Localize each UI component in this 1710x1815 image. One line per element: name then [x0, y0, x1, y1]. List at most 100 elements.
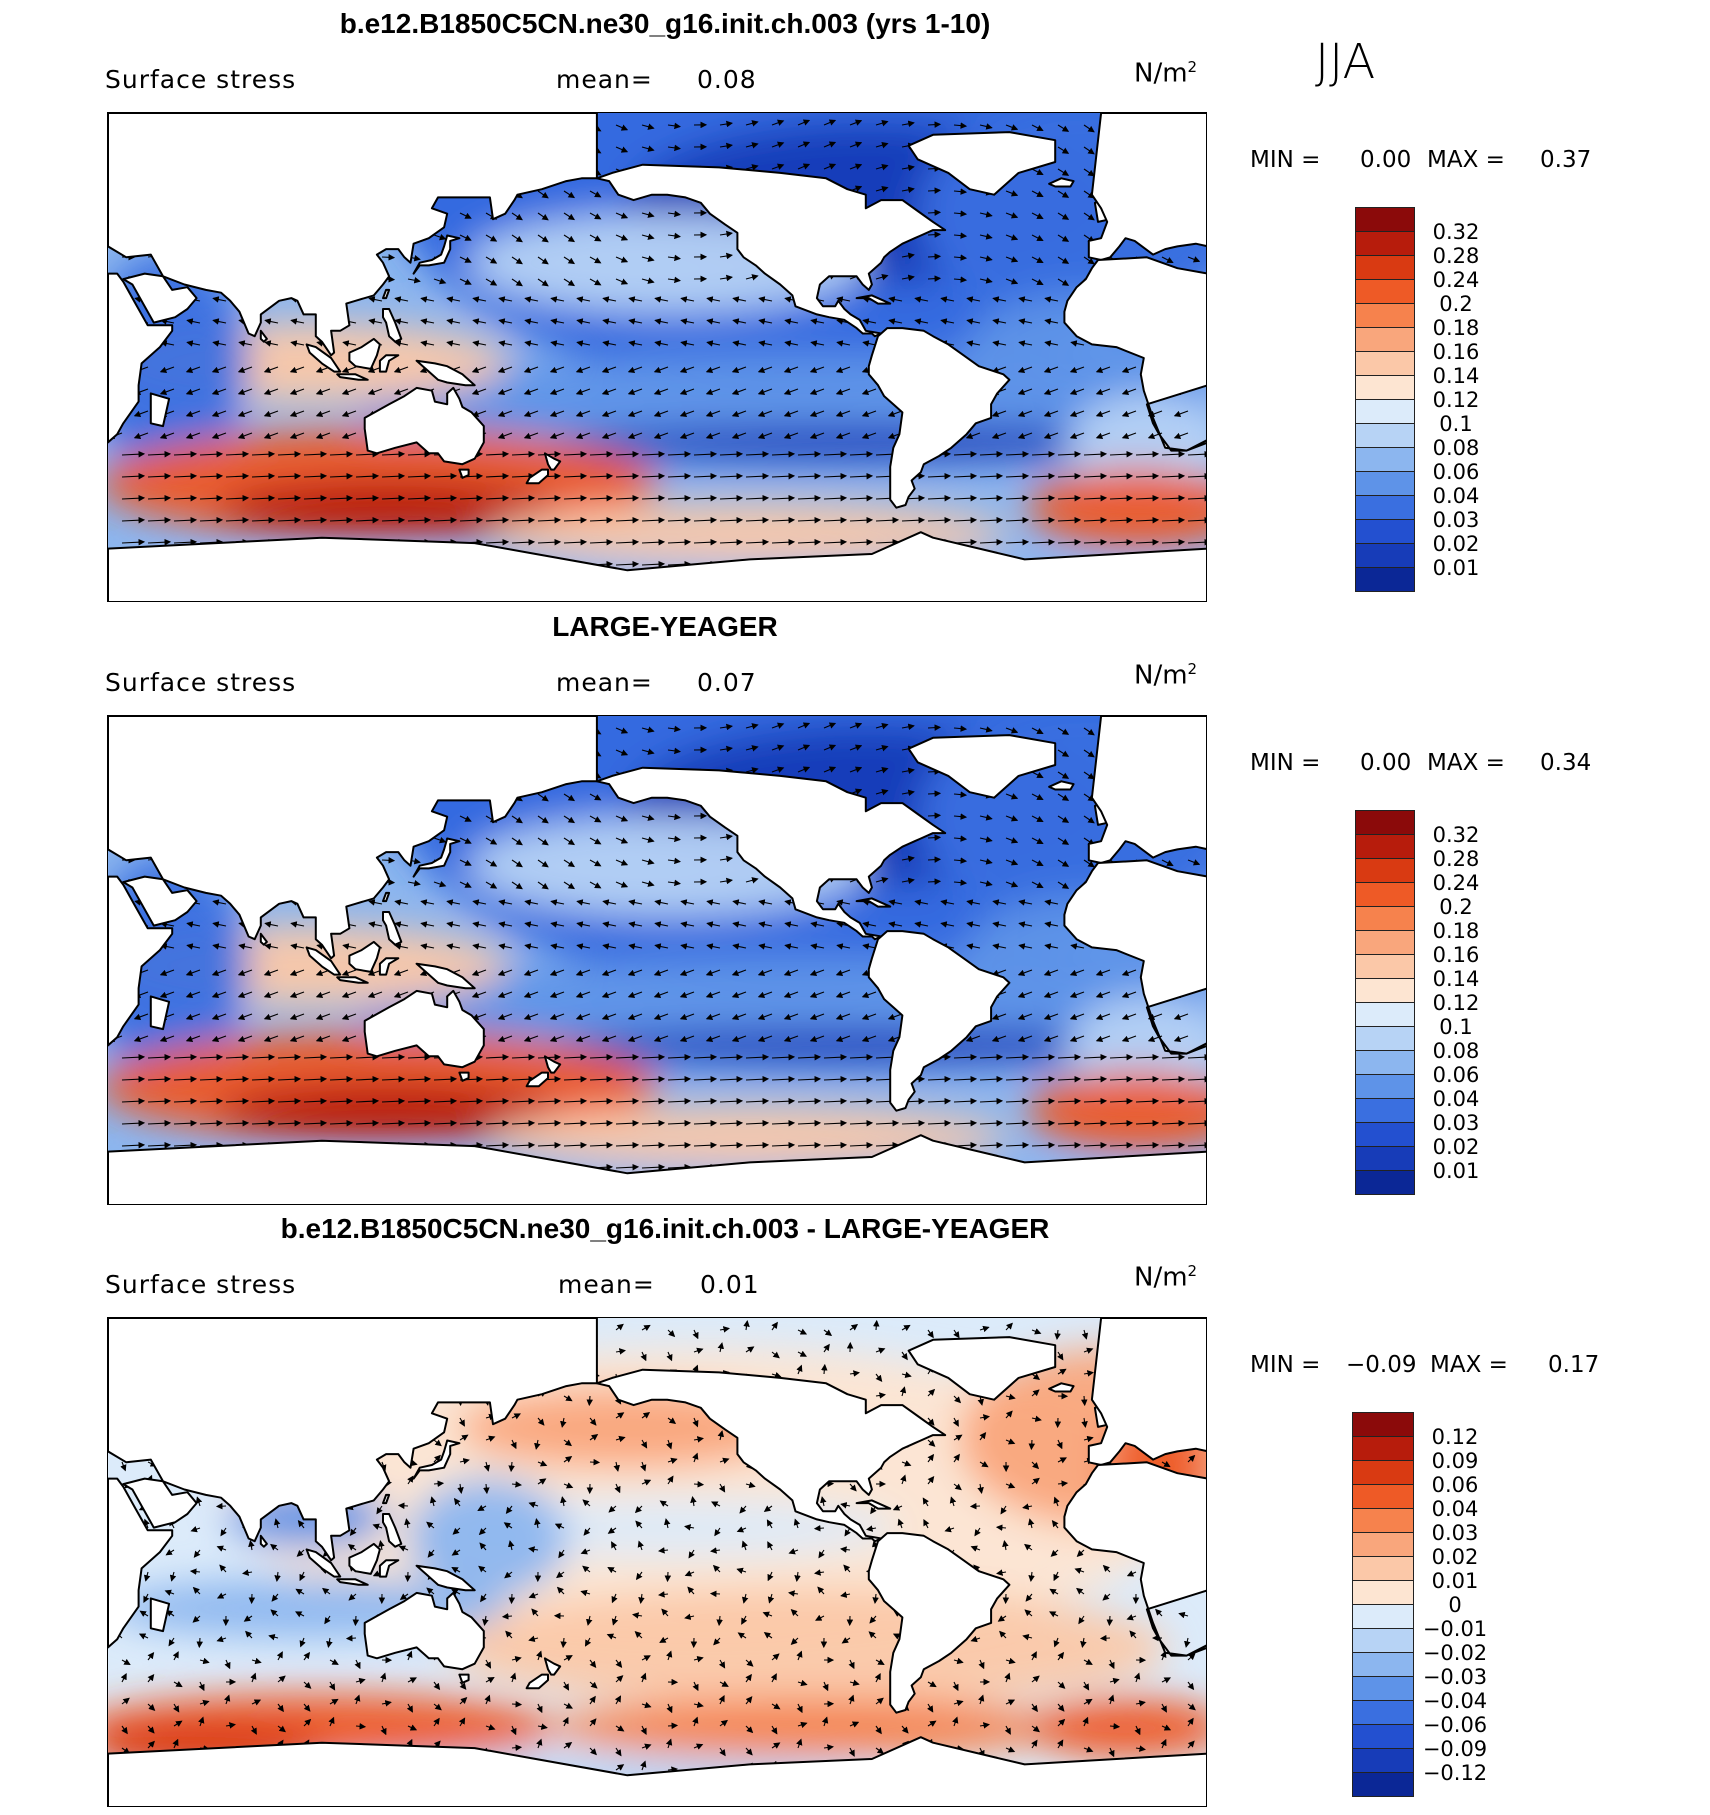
colorbar-swatch — [1352, 1556, 1414, 1581]
panel-2-max-value: 0.34 — [1540, 750, 1592, 776]
colorbar-label: 0.02 — [1432, 1135, 1480, 1159]
colorbar-label: 0.12 — [1431, 1425, 1479, 1449]
panel-2-units: N/m2 — [1134, 660, 1198, 691]
colorbar-label: −0.03 — [1422, 1665, 1488, 1689]
panel-1-variable-label: Surface stress — [105, 65, 297, 94]
landmass-madagascar — [149, 392, 171, 428]
colorbar-label: 0.2 — [1439, 292, 1473, 316]
landmass-north-america — [595, 163, 947, 338]
landmass-eurasia — [108, 1318, 598, 1562]
colorbar-label: 0.09 — [1431, 1449, 1479, 1473]
colorbar-label: 0.28 — [1432, 244, 1480, 268]
colorbar-label: 0.16 — [1432, 943, 1480, 967]
colorbar-label: 0.2 — [1439, 895, 1473, 919]
panel-2-title: LARGE-YEAGER — [552, 611, 778, 642]
colorbar-swatch — [1355, 906, 1415, 931]
colorbar-label: 0.24 — [1432, 871, 1480, 895]
landmass-taiwan — [382, 891, 391, 903]
landmass-nw-africa — [1063, 859, 1206, 1055]
colorbar-label: −0.02 — [1422, 1641, 1488, 1665]
colorbar-label: 0.12 — [1432, 388, 1480, 412]
colorbar-label: 0.03 — [1432, 508, 1480, 532]
landmass-japan — [412, 837, 461, 878]
colorbar-swatch — [1355, 423, 1415, 448]
landmass-tasmania — [458, 1673, 470, 1684]
landmass-sulawesi — [378, 957, 400, 976]
landmass-sumatra — [305, 343, 342, 373]
panel-3-max-value: 0.17 — [1548, 1352, 1600, 1378]
landmass-europe-west — [1087, 113, 1206, 261]
panel-1-mean-label: mean= — [556, 65, 653, 94]
colorbar-swatch — [1355, 279, 1415, 304]
colorbar-label: 0.08 — [1432, 1039, 1480, 1063]
panel-1-colorbar: 0.32 0.28 0.24 0.2 0.18 0.16 0.14 0.12 0.1 0.08 0.… — [1355, 207, 1505, 593]
colorbar-swatch — [1355, 882, 1415, 907]
panel-3-map — [107, 1317, 1207, 1807]
landmass-tasmania — [458, 1071, 470, 1082]
landmass-java — [336, 976, 369, 984]
colorbar-label: 0.02 — [1432, 532, 1480, 556]
colorbar-label: 0.04 — [1431, 1497, 1479, 1521]
landmass-antarctica — [108, 531, 1206, 601]
panel-2-min-label: MIN = — [1250, 750, 1321, 776]
colorbar-label: 0.12 — [1432, 991, 1480, 1015]
season-label: JJA — [1315, 34, 1376, 90]
landmass-cuba — [855, 294, 892, 305]
panel-1-max-label: MAX = — [1427, 147, 1505, 173]
landmass-sulawesi — [378, 1559, 400, 1578]
colorbar-swatch — [1355, 375, 1415, 400]
panel-1-title: b.e12.B1850C5CN.ne30_g16.init.ch.003 (yr… — [339, 8, 991, 39]
landmass-africa — [108, 1477, 174, 1649]
land-masses — [108, 1318, 1206, 1806]
landmass-nz-south — [525, 468, 549, 485]
landmass-philippines — [382, 911, 403, 946]
colorbar-label: 0.01 — [1432, 556, 1480, 580]
colorbar-swatch — [1355, 1026, 1415, 1051]
colorbar-swatch — [1355, 1098, 1415, 1123]
colorbar-label: 0.18 — [1432, 316, 1480, 340]
landmass-madagascar — [149, 1597, 171, 1633]
colorbar-swatch — [1352, 1652, 1414, 1677]
colorbar-swatch — [1355, 519, 1415, 544]
colorbar-swatch — [1352, 1508, 1414, 1533]
colorbar-label: 0.04 — [1432, 484, 1480, 508]
panel-2-colorbar: 0.32 0.28 0.24 0.2 0.18 0.16 0.14 0.12 0.1 0.08 0.… — [1355, 810, 1505, 1196]
panel-3-title: b.e12.B1850C5CN.ne30_g16.init.ch.003 - L… — [280, 1213, 1050, 1244]
colorbar-swatch — [1355, 834, 1415, 859]
colorbar-swatch — [1355, 495, 1415, 520]
colorbar-swatch — [1352, 1532, 1414, 1557]
colorbar-label: 0.32 — [1432, 220, 1480, 244]
colorbar-swatch — [1352, 1628, 1414, 1653]
panel-1-units: N/m2 — [1134, 58, 1198, 89]
landmass-philippines — [382, 1513, 403, 1548]
landmass-nz-north — [543, 1055, 562, 1074]
colorbar-swatch — [1355, 954, 1415, 979]
colorbar-swatch — [1355, 351, 1415, 376]
landmass-borneo — [348, 1542, 381, 1575]
panel-3-colorbar: 0.12 0.09 0.06 0.04 0.03 0.02 0.01 0 −0.01 −0.02−… — [1352, 1412, 1502, 1798]
landmass-borneo — [348, 940, 381, 973]
landmass-greenland — [907, 1336, 1057, 1401]
colorbar-swatch — [1355, 399, 1415, 424]
landmass-south-america — [867, 930, 1011, 1112]
colorbar-label: 0.04 — [1432, 1087, 1480, 1111]
landmass-nz-north — [543, 452, 562, 471]
colorbar-swatch — [1352, 1580, 1414, 1605]
colorbar-label: 0.06 — [1432, 1063, 1480, 1087]
colorbar-label: −0.06 — [1422, 1713, 1488, 1737]
colorbar-swatch — [1355, 543, 1415, 568]
colorbar-label: 0.18 — [1432, 919, 1480, 943]
colorbar-label: −0.01 — [1422, 1617, 1488, 1641]
landmass-arabia — [122, 875, 198, 927]
colorbar-label: 0.06 — [1432, 460, 1480, 484]
panel-1-min-label: MIN = — [1250, 147, 1321, 173]
landmass-java — [336, 373, 369, 381]
colorbar-swatch — [1352, 1460, 1414, 1485]
landmass-europe-west — [1087, 1318, 1206, 1466]
landmass-sulawesi — [378, 354, 400, 373]
colorbar-label: 0.1 — [1439, 1015, 1473, 1039]
landmass-philippines — [382, 308, 403, 343]
landmass-japan — [412, 1439, 461, 1480]
landmass-north-america — [595, 1368, 947, 1543]
landmass-new-guinea — [415, 962, 476, 990]
